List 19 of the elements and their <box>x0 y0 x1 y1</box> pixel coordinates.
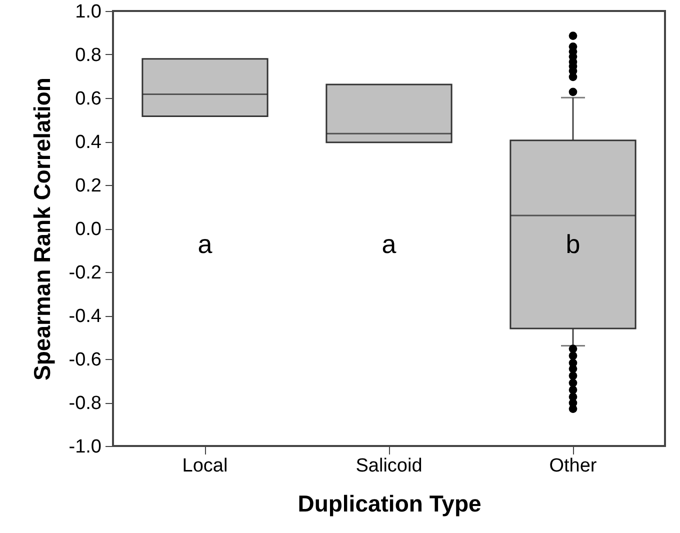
y-tick-label: -0.6 <box>68 350 102 370</box>
y-tick-label: 0.4 <box>75 132 102 153</box>
y-tick-label: -0.8 <box>68 393 102 414</box>
y-tick-label: -1.0 <box>68 436 102 458</box>
x-tick-label: Other <box>549 456 598 476</box>
y-tick-label: -0.4 <box>68 306 102 327</box>
x-tick-label: Local <box>182 456 228 476</box>
y-tick-label: -0.2 <box>68 262 102 284</box>
y-tick-label: 1.0 <box>75 2 102 22</box>
x-axis-title: Duplication Type <box>298 490 482 516</box>
y-tick-label: 0.0 <box>75 219 102 240</box>
annotation: a <box>382 229 397 259</box>
y-tick-label: 0.8 <box>75 45 102 66</box>
y-tick-label: 0.6 <box>75 88 102 110</box>
x-tick-label: Salicoid <box>356 456 422 476</box>
annotation: a <box>198 229 213 259</box>
y-tick-label: 0.2 <box>75 176 102 196</box>
annotation: b <box>566 229 580 259</box>
y-axis-title: Spearman Rank Correlation <box>28 78 55 380</box>
